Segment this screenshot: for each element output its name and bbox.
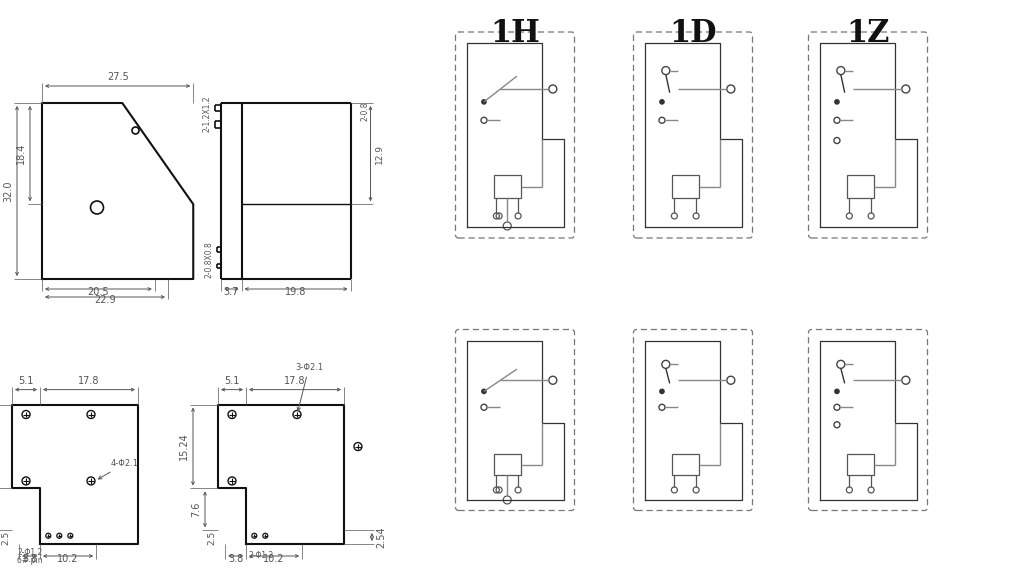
- Text: 12.9: 12.9: [374, 144, 384, 164]
- Text: 15.24: 15.24: [179, 433, 189, 460]
- Text: 5.1: 5.1: [225, 376, 240, 386]
- Text: 2.5: 2.5: [207, 530, 216, 544]
- Text: 1Z: 1Z: [846, 18, 890, 49]
- Text: 4-Φ2.1: 4-Φ2.1: [98, 459, 139, 479]
- Text: 22.9: 22.9: [94, 295, 116, 305]
- Text: 6# pin: 6# pin: [17, 556, 43, 565]
- Text: 1D: 1D: [669, 18, 717, 49]
- Circle shape: [835, 389, 839, 394]
- Text: 18.4: 18.4: [16, 143, 26, 164]
- Circle shape: [835, 100, 839, 104]
- Text: 3.8: 3.8: [228, 554, 243, 564]
- Bar: [672, 174, 699, 199]
- Text: 10.2: 10.2: [57, 554, 79, 564]
- Bar: [846, 454, 874, 475]
- Text: 2.5: 2.5: [1, 530, 10, 544]
- Circle shape: [482, 389, 486, 394]
- Text: 19.8: 19.8: [285, 287, 307, 297]
- Bar: [672, 454, 699, 475]
- Circle shape: [482, 100, 486, 104]
- Text: 2-1.2X1.2: 2-1.2X1.2: [203, 96, 211, 132]
- Text: 3-Φ2.1: 3-Φ2.1: [295, 362, 323, 411]
- Text: 17.8: 17.8: [78, 376, 100, 386]
- Text: 20.5: 20.5: [87, 287, 109, 297]
- Text: 2-Φ1.2: 2-Φ1.2: [17, 548, 42, 557]
- Text: 2-Φ1.2: 2-Φ1.2: [248, 551, 274, 560]
- Circle shape: [660, 100, 664, 104]
- Text: 10.2: 10.2: [264, 554, 285, 564]
- Bar: [846, 174, 874, 199]
- Text: 27.5: 27.5: [107, 72, 128, 82]
- Text: 17.8: 17.8: [284, 376, 306, 386]
- Text: 5.1: 5.1: [18, 376, 34, 386]
- Text: 3.7: 3.7: [224, 287, 239, 297]
- Text: 2-0.8: 2-0.8: [360, 101, 369, 121]
- Text: 2-0.8X0.8: 2-0.8X0.8: [205, 241, 213, 278]
- Text: 3.8: 3.8: [22, 554, 37, 564]
- Text: 1H: 1H: [490, 18, 540, 49]
- Bar: [494, 454, 521, 475]
- Bar: [494, 174, 521, 199]
- Text: 2.54: 2.54: [376, 526, 386, 548]
- Text: 32.0: 32.0: [3, 180, 13, 201]
- Text: 7.6: 7.6: [191, 501, 201, 517]
- Circle shape: [660, 389, 664, 394]
